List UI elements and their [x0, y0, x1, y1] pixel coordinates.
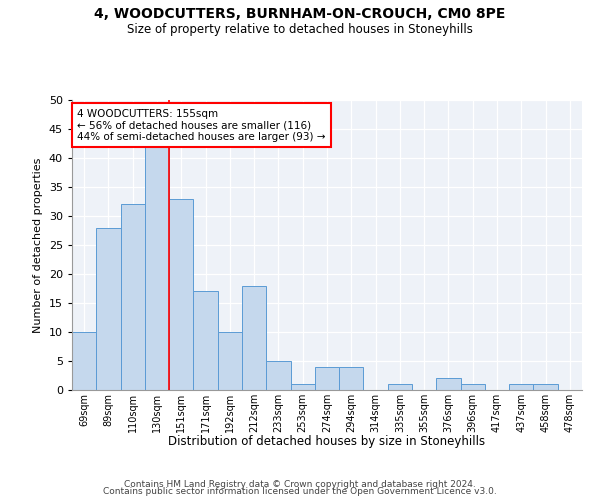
Bar [509, 384, 533, 390]
Bar [533, 384, 558, 390]
Text: Distribution of detached houses by size in Stoneyhills: Distribution of detached houses by size … [169, 435, 485, 448]
Text: 4, WOODCUTTERS, BURNHAM-ON-CROUCH, CM0 8PE: 4, WOODCUTTERS, BURNHAM-ON-CROUCH, CM0 8… [94, 8, 506, 22]
Bar [121, 204, 145, 390]
Text: Contains HM Land Registry data © Crown copyright and database right 2024.: Contains HM Land Registry data © Crown c… [124, 480, 476, 489]
Bar [388, 384, 412, 390]
Bar [96, 228, 121, 390]
Text: 4 WOODCUTTERS: 155sqm
← 56% of detached houses are smaller (116)
44% of semi-det: 4 WOODCUTTERS: 155sqm ← 56% of detached … [77, 108, 326, 142]
Y-axis label: Number of detached properties: Number of detached properties [33, 158, 43, 332]
Bar [339, 367, 364, 390]
Bar [169, 198, 193, 390]
Bar [461, 384, 485, 390]
Bar [242, 286, 266, 390]
Bar [218, 332, 242, 390]
Bar [436, 378, 461, 390]
Bar [266, 361, 290, 390]
Bar [72, 332, 96, 390]
Bar [315, 367, 339, 390]
Text: Contains public sector information licensed under the Open Government Licence v3: Contains public sector information licen… [103, 488, 497, 496]
Bar [193, 292, 218, 390]
Bar [145, 146, 169, 390]
Text: Size of property relative to detached houses in Stoneyhills: Size of property relative to detached ho… [127, 22, 473, 36]
Bar [290, 384, 315, 390]
